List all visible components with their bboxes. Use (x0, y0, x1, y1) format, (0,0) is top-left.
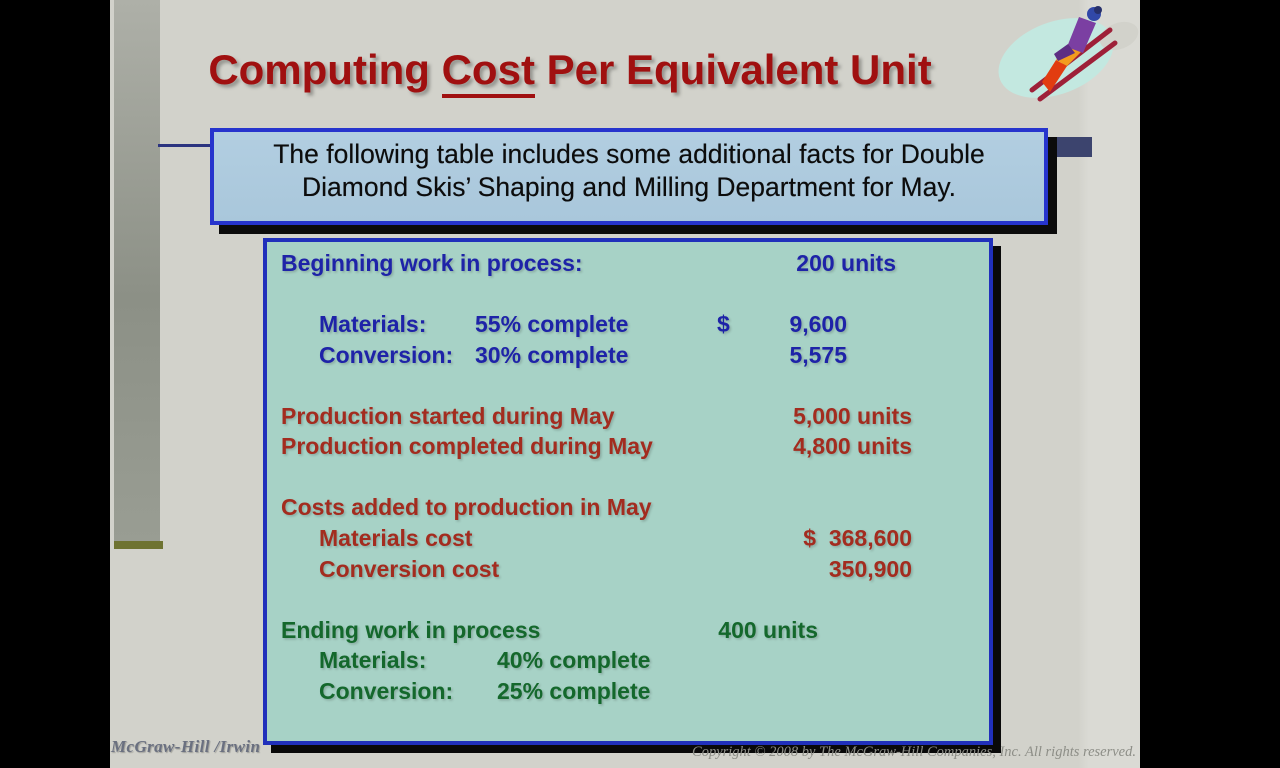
row-percent: 30% complete (475, 341, 629, 368)
row-percent: 40% complete (497, 647, 651, 674)
row-label: Materials: (319, 311, 427, 338)
row-value: 400 units (718, 616, 818, 643)
instruction-box: The following table includes some additi… (210, 128, 1048, 225)
row-value: 5,000 units (793, 402, 912, 429)
table-row: Beginning work in process: 200 units (267, 250, 989, 277)
row-label: Beginning work in process: (281, 250, 583, 276)
ski-jumper-icon (998, 6, 1139, 102)
row-label: Ending work in process (281, 616, 541, 643)
table-row: Conversion: 25% complete (267, 678, 989, 705)
table-row: Ending work in process 400 units (267, 617, 989, 644)
row-label: Materials cost (319, 524, 473, 551)
instruction-line-2: Diamond Skis’ Shaping and Milling Depart… (302, 172, 956, 202)
facts-table: Beginning work in process: 200 units Mater… (263, 238, 993, 745)
row-currency-symbol: $ (717, 311, 730, 338)
table-row: Materials cost $ 368,600 (267, 525, 989, 552)
table-row: Conversion cost 350,900 (267, 556, 989, 583)
row-label: Conversion cost (319, 555, 500, 582)
accent-rectangle (1052, 137, 1092, 157)
slide-title: Computing Cost Per Equivalent Unit (130, 46, 1010, 98)
table-row: Materials: 55% complete $9,600 (267, 311, 989, 338)
row-value: 4,800 units (793, 433, 912, 460)
footer-copyright: Copyright © 2008 by The McGraw-Hill Comp… (692, 744, 1136, 760)
title-text-pre: Computing (208, 46, 442, 93)
row-label: Conversion: (319, 677, 454, 704)
table-row: Production started during May 5,000 units (267, 403, 989, 430)
row-value: 200 units (796, 250, 896, 276)
row-percent: 25% complete (497, 677, 651, 704)
table-row: Materials: 40% complete (267, 647, 989, 674)
row-label: Production started during May (281, 402, 615, 429)
row-percent: 55% complete (475, 311, 629, 338)
table-row: Costs added to production in May (267, 494, 989, 521)
left-sidebar-bar (114, 0, 160, 541)
instruction-line-1: The following table includes some additi… (273, 139, 985, 169)
title-text-post: Per Equivalent Unit (534, 46, 932, 93)
row-label: Materials: (319, 647, 427, 674)
footer-brand: McGraw-Hill /Irwin (111, 737, 261, 756)
row-value: 350,900 (828, 555, 912, 582)
row-value: $ 368,600 (803, 524, 912, 551)
facts-table-rows: Beginning work in process: 200 units Mater… (267, 242, 989, 741)
row-label: Production completed during May (281, 433, 653, 460)
row-label: Costs added to production in May (281, 494, 652, 521)
title-underlined-word: Cost (441, 46, 535, 98)
left-sidebar-bar-cap (114, 541, 163, 549)
row-value: 5,575 (789, 341, 847, 368)
table-row: Production completed during May 4,800 uni… (267, 433, 989, 460)
table-row: Conversion: 30% complete 5,575 (267, 342, 989, 369)
connector-line (158, 144, 212, 147)
row-value: 9,600 (789, 311, 847, 338)
row-label: Conversion: (319, 341, 454, 368)
